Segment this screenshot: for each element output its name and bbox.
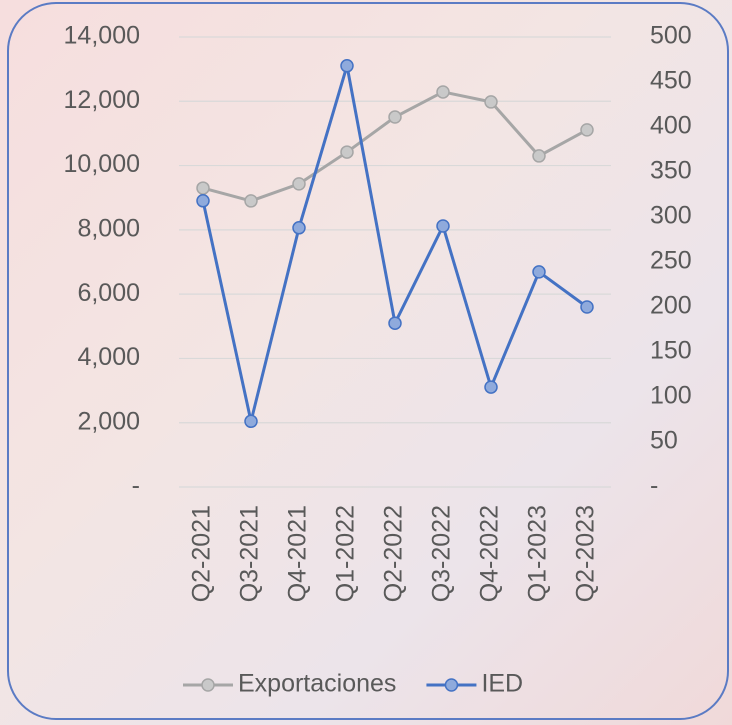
series-marker (197, 182, 209, 194)
legend-label: IED (481, 670, 523, 698)
y-tick-label: 6,000 (77, 279, 140, 307)
y2-tick-label: 150 (650, 337, 692, 365)
y-tick-label: - (132, 472, 140, 500)
y2-tick-label: 200 (650, 292, 692, 320)
y2-tick-label: 500 (650, 22, 692, 50)
y-tick-label: 14,000 (64, 22, 140, 50)
series-marker (341, 60, 353, 72)
y2-tick-label: - (650, 472, 658, 500)
series-marker (245, 415, 257, 427)
x-tick-label: Q2-2023 (572, 505, 600, 602)
y-tick-label: 2,000 (77, 407, 140, 435)
series-marker (485, 381, 497, 393)
y-tick-label: 12,000 (64, 86, 140, 114)
series-marker (293, 178, 305, 190)
x-tick-label: Q1-2022 (332, 505, 360, 602)
legend-label: Exportaciones (238, 670, 396, 698)
y-tick-label: 4,000 (77, 343, 140, 371)
series-marker (581, 301, 593, 313)
series-marker (197, 195, 209, 207)
y2-tick-label: 450 (650, 67, 692, 95)
x-tick-label: Q4-2022 (476, 505, 504, 602)
series-marker (437, 220, 449, 232)
y2-tick-label: 350 (650, 157, 692, 185)
series-marker (533, 150, 545, 162)
series-marker (389, 111, 401, 123)
series-marker (341, 146, 353, 158)
legend-marker (202, 679, 214, 691)
x-tick-label: Q4-2021 (284, 505, 312, 602)
x-tick-label: Q2-2021 (188, 505, 216, 602)
series-marker (437, 86, 449, 98)
x-tick-label: Q2-2022 (380, 505, 408, 602)
series-marker (293, 222, 305, 234)
legend-marker (445, 679, 457, 691)
y2-tick-label: 300 (650, 202, 692, 230)
series-marker (533, 266, 545, 278)
x-tick-label: Q3-2021 (236, 505, 264, 602)
y2-tick-label: 50 (650, 427, 678, 455)
y-tick-label: 10,000 (64, 150, 140, 178)
series-marker (581, 124, 593, 136)
chart: - 2,000 4,000 6,000 8,000 10,000 12,000 14,000 -… (0, 0, 732, 725)
x-tick-label: Q1-2023 (524, 505, 552, 602)
x-tick-label: Q3-2022 (428, 505, 456, 602)
y2-tick-label: 400 (650, 112, 692, 140)
series-marker (245, 195, 257, 207)
series-marker (485, 96, 497, 108)
y2-tick-label: 250 (650, 247, 692, 275)
series-marker (389, 317, 401, 329)
y2-tick-label: 100 (650, 382, 692, 410)
y-tick-label: 8,000 (77, 214, 140, 242)
